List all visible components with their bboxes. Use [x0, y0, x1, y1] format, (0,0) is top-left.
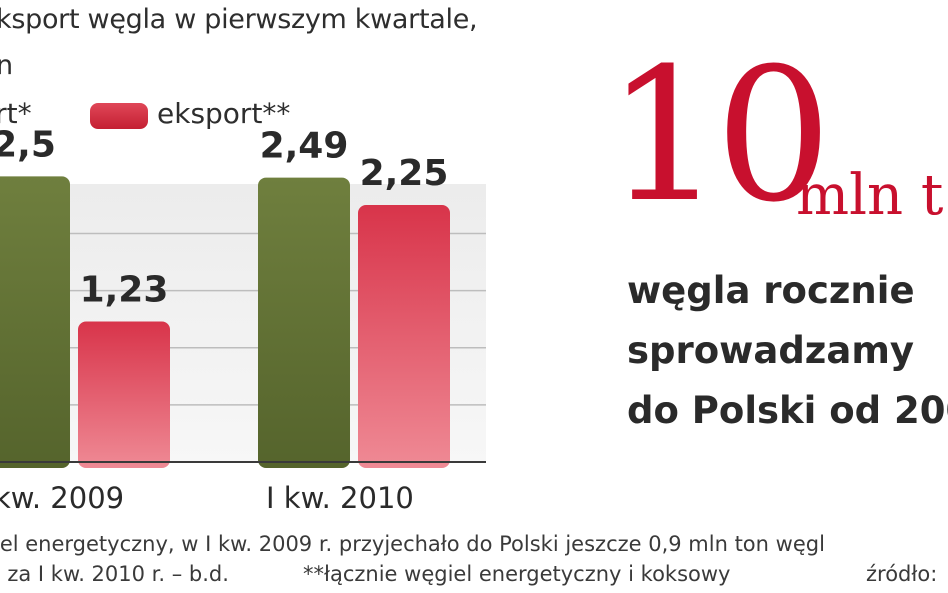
footnote-line2: , za I kw. 2010 r. – b.d. — [0, 562, 229, 586]
value-label-export-0: 1,23 — [80, 269, 169, 310]
bar-export-0 — [78, 321, 170, 468]
category-label-2010: I kw. 2010 — [266, 481, 414, 515]
legend-export-swatch — [90, 103, 148, 129]
highlight-text-line2: sprowadzamy — [627, 329, 914, 372]
chart-title-line2: n — [0, 50, 14, 81]
value-labels: 2,5 2,49 1,23 2,25 — [0, 124, 448, 310]
legend-export-label: eksport** — [157, 97, 291, 130]
value-label-export-1: 2,25 — [360, 153, 449, 194]
highlight-text-line3: do Polski od 200 — [627, 389, 948, 432]
bar-import-0 — [0, 176, 70, 468]
category-label-2009: kw. 2009 — [0, 481, 125, 515]
footnote-line1: iel energetyczny, w I kw. 2009 r. przyje… — [0, 532, 825, 556]
highlight-text-line1: węgla rocznie — [627, 269, 915, 312]
bars — [0, 176, 450, 469]
highlight-number: 10 — [606, 29, 832, 243]
bar-chart: 2,5 2,49 1,23 2,25 — [0, 124, 486, 469]
footnote-line3: **łącznie węgiel energetyczny i koksowy — [303, 562, 731, 586]
legend-import-label: ort* — [0, 97, 32, 130]
chart-title-line1: ksport węgla w pierwszym kwartale, — [0, 4, 478, 35]
highlight-unit: mln t — [796, 163, 944, 228]
value-label-import-0: 2,5 — [0, 124, 56, 165]
value-label-import-1: 2,49 — [260, 126, 349, 167]
bar-import-1 — [258, 177, 350, 469]
source-label: źródło: — [866, 562, 938, 586]
bar-export-1 — [358, 204, 450, 468]
